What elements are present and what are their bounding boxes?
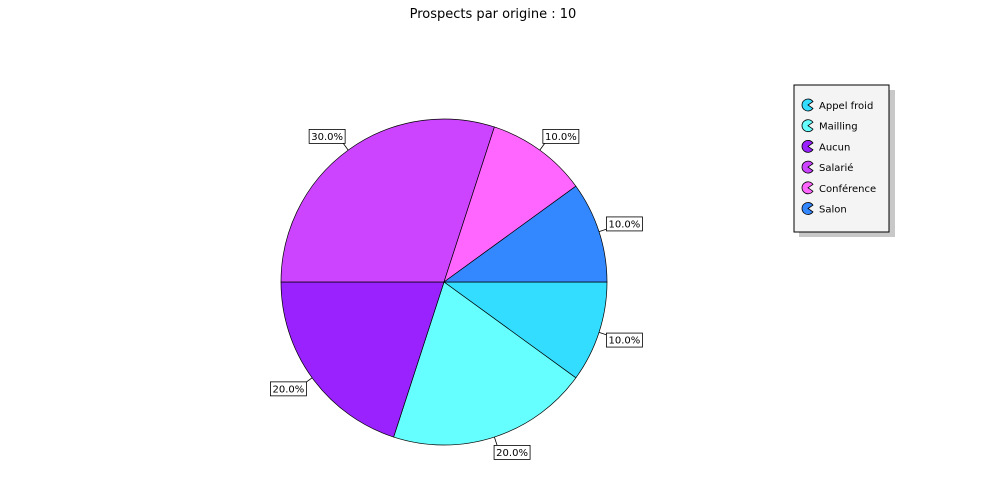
legend-label-aucun: Aucun bbox=[819, 142, 850, 153]
pie-label-box bbox=[606, 332, 643, 348]
pie-label-salarie: 30.0% bbox=[311, 132, 343, 143]
pie-label-aucun: 20.0% bbox=[273, 384, 305, 395]
pie-label-box bbox=[308, 129, 346, 144]
legend: Appel froid Mailling Aucun Salarié Conférenc… bbox=[793, 84, 895, 237]
pie-label-appel-froid: 10.0% bbox=[609, 336, 641, 347]
pie-label-box bbox=[606, 216, 643, 232]
legend-label-salon: Salon bbox=[819, 205, 847, 216]
pie-label-box bbox=[270, 381, 307, 397]
pie-label-box bbox=[493, 445, 531, 460]
legend-swatch-aucun bbox=[801, 140, 814, 153]
pie-slices bbox=[280, 118, 608, 446]
pie-label-box bbox=[542, 129, 580, 144]
chart-title: Prospects par origine : 10 bbox=[410, 7, 577, 22]
pie-label-mailling: 20.0% bbox=[496, 448, 528, 459]
legend-label-conference: Conférence bbox=[819, 183, 876, 195]
pie-slice-salarie bbox=[280, 118, 495, 283]
pie-labels: 10.0% 20.0% 20.0% 30.0% 10.0% 10.0% bbox=[270, 129, 643, 460]
legend-label-mailling: Mailling bbox=[819, 122, 858, 133]
pie-slice-aucun bbox=[280, 281, 445, 438]
legend-swatch-salarie bbox=[801, 160, 814, 174]
legend-items: Appel froid Mailling Aucun Salarié Conférenc… bbox=[801, 98, 876, 216]
legend-swatch-appel-froid bbox=[801, 98, 814, 112]
legend-swatch-salon bbox=[801, 202, 814, 215]
legend-label-salarie: Salarié bbox=[819, 162, 853, 174]
legend-label-appel-froid: Appel froid bbox=[819, 101, 873, 112]
pie-label-conference: 10.0% bbox=[545, 132, 577, 143]
legend-swatch-conference bbox=[801, 181, 814, 195]
legend-swatch-mailling bbox=[801, 119, 814, 133]
pie-label-salon: 10.0% bbox=[609, 219, 641, 230]
